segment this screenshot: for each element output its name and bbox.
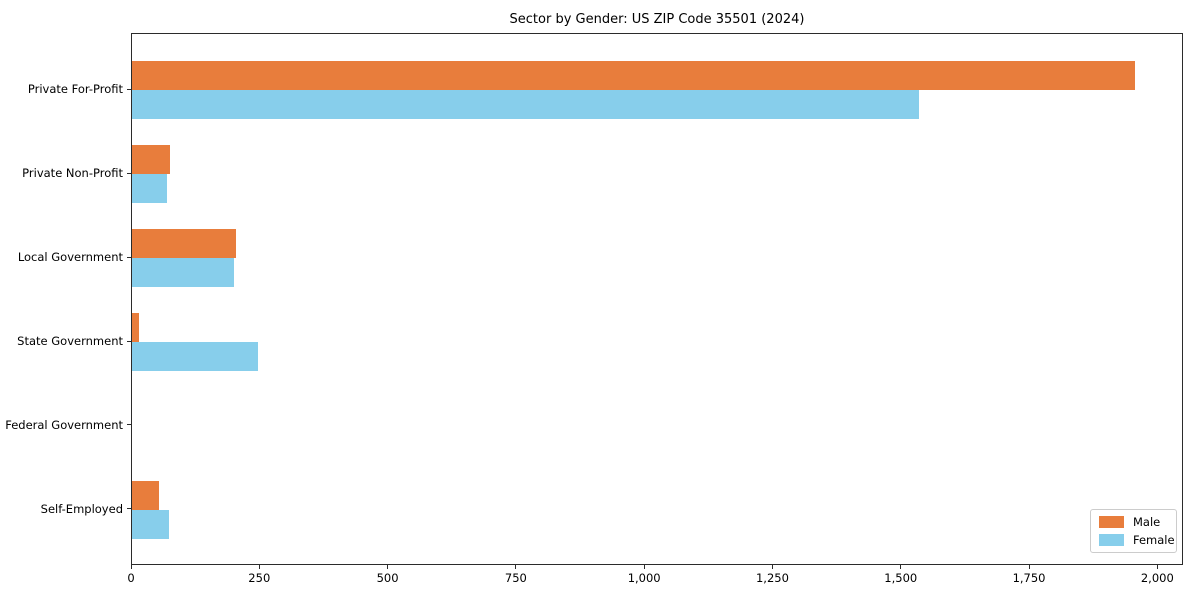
bar-male-private-non-profit [132,145,171,175]
x-tick-label-2000: 2,000 [1140,571,1174,585]
x-tick-mark-250 [258,565,260,569]
bar-male-local-government [132,229,237,259]
legend-swatch-female [1099,534,1124,546]
x-tick-mark-1500 [900,565,902,569]
y-tick-label-private-non-profit: Private Non-Profit [22,166,123,181]
y-tick-label-federal-government: Federal Government [5,417,123,432]
x-tick-label-750: 750 [504,571,527,585]
bar-female-self-employed [132,509,170,539]
y-tick-mark-federal-government [127,424,131,426]
bar-female-private-non-profit [132,174,168,204]
legend: Male Female [1090,509,1177,553]
x-tick-label-1500: 1,500 [884,571,918,585]
bar-male-self-employed [132,480,160,510]
x-tick-label-0: 0 [127,571,135,585]
x-tick-mark-1250 [771,565,773,569]
y-tick-label-local-government: Local Government [17,250,123,265]
y-tick-mark-local-government [127,256,131,258]
y-tick-label-private-for-profit: Private For-Profit [27,82,123,97]
y-tick-label-self-employed: Self-Employed [40,501,123,516]
x-tick-label-1000: 1,000 [627,571,661,585]
plot-area [131,33,1183,565]
legend-label-female: Female [1133,533,1175,547]
bar-male-state-government [132,313,140,342]
y-tick-mark-self-employed [127,508,131,510]
legend-item-male: Male [1091,513,1176,531]
x-tick-mark-1000 [643,565,645,569]
y-tick-mark-private-non-profit [127,172,131,174]
x-tick-mark-500 [387,565,389,569]
x-tick-mark-0 [130,565,132,569]
y-tick-mark-state-government [127,340,131,342]
x-tick-mark-2000 [1156,565,1158,569]
x-tick-mark-750 [515,565,517,569]
x-tick-label-500: 500 [376,571,399,585]
bar-female-local-government [132,258,235,288]
legend-item-female: Female [1091,531,1176,549]
bar-female-state-government [132,342,258,371]
bar-female-private-for-profit [132,90,919,120]
legend-label-male: Male [1133,515,1161,529]
y-tick-label-state-government: State Government [17,334,123,348]
bar-male-private-for-profit [132,61,1136,91]
x-tick-label-1750: 1,750 [1012,571,1046,585]
x-tick-label-250: 250 [248,571,271,585]
chart-title: Sector by Gender: US ZIP Code 35501 (202… [509,12,805,27]
x-tick-label-1250: 1,250 [755,571,789,585]
legend-swatch-male [1099,516,1124,528]
y-tick-mark-private-for-profit [127,88,131,90]
x-tick-mark-1750 [1028,565,1030,569]
